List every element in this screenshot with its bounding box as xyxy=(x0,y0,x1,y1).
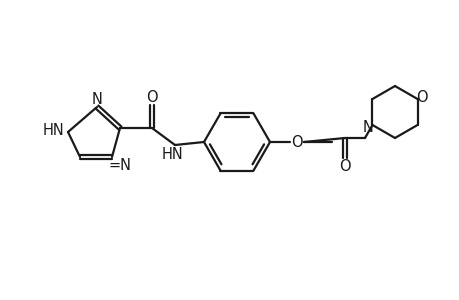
Text: N: N xyxy=(362,119,373,134)
Text: =N: =N xyxy=(108,158,131,172)
Text: O: O xyxy=(291,134,302,149)
Text: HN: HN xyxy=(43,122,65,137)
Text: O: O xyxy=(415,89,426,104)
Text: O: O xyxy=(146,89,157,104)
Text: O: O xyxy=(338,158,350,173)
Text: HN: HN xyxy=(162,146,184,161)
Text: N: N xyxy=(91,92,102,106)
